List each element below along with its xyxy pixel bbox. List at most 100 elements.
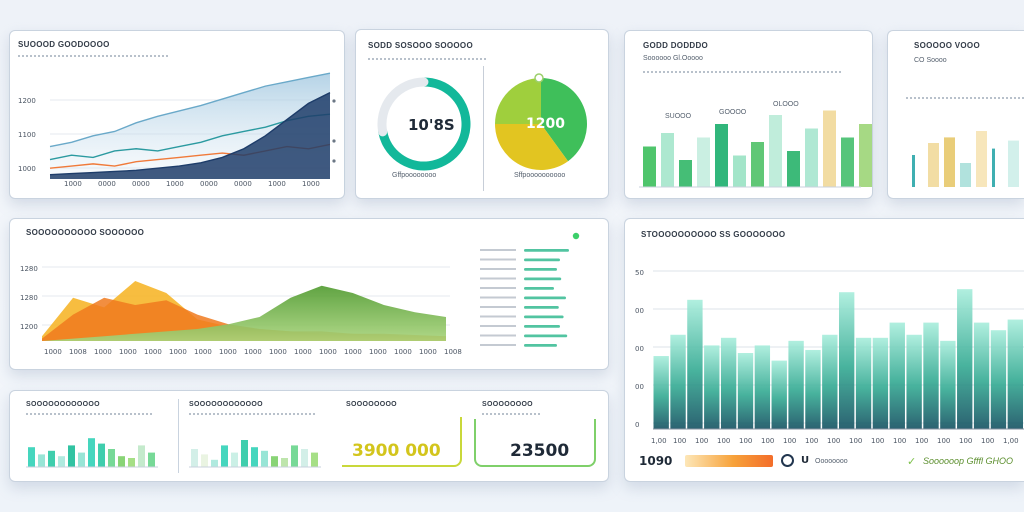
kpi-card-3: SOOOOOOOO 3900 000 bbox=[340, 399, 466, 473]
x-tick-label: 1000 bbox=[419, 348, 437, 356]
bar bbox=[751, 142, 764, 187]
kpi-card-2: SOOOOOOOOOOOO bbox=[178, 399, 331, 473]
pie-top-knob bbox=[534, 73, 544, 83]
pie-slice bbox=[541, 78, 587, 162]
x-tick-label: 100 bbox=[893, 437, 906, 445]
bar bbox=[973, 322, 990, 429]
bar bbox=[643, 146, 656, 187]
kpi-title: SOOOOOOOOOOOO bbox=[26, 401, 100, 408]
panel-divider bbox=[483, 66, 484, 191]
kpi-card-4: SOOOOOOOO 23500 bbox=[474, 399, 600, 473]
bar bbox=[720, 337, 737, 429]
bar bbox=[912, 155, 915, 187]
x-tick-label: 100 bbox=[915, 437, 928, 445]
gauge-chart bbox=[377, 73, 587, 171]
bar bbox=[687, 299, 703, 429]
y-tick-label: 00 bbox=[635, 307, 644, 315]
legend-bar bbox=[524, 268, 557, 271]
x-tick-label: 100 bbox=[783, 437, 796, 445]
footer-icon-text: U bbox=[801, 455, 810, 466]
bar bbox=[976, 131, 987, 187]
kpi-rule bbox=[482, 413, 542, 415]
panel-subtitle-rule bbox=[18, 55, 168, 57]
legend-label-rule bbox=[480, 315, 516, 318]
panel-subtitle: Soooooo Gl.Ooooo bbox=[643, 55, 703, 62]
x-tick-label: 1,00 bbox=[651, 437, 667, 445]
check-icon: ✓ bbox=[907, 455, 917, 468]
bar bbox=[771, 360, 787, 429]
x-tick-label: 1000 bbox=[269, 348, 287, 356]
kpi-value: 23500 bbox=[510, 441, 570, 461]
bar bbox=[754, 345, 771, 429]
bar bbox=[990, 330, 1007, 429]
x-tick-label: 1000 bbox=[219, 348, 237, 356]
panel-subtitle: CO Soooo bbox=[914, 57, 947, 64]
mini-bar bbox=[251, 447, 258, 467]
legend-bar bbox=[524, 325, 560, 328]
series-line-0 bbox=[49, 72, 331, 148]
kpi-1-mini-bars bbox=[26, 438, 158, 468]
y-tick-label: 00 bbox=[635, 345, 644, 353]
legend-label-rule bbox=[480, 287, 516, 289]
green-bars-panel: GODD DODDDO Soooooo Gl.Ooooo SUOOO GOOOO… bbox=[624, 30, 873, 199]
bar bbox=[822, 334, 838, 429]
bar bbox=[928, 143, 939, 187]
mini-bar bbox=[128, 458, 135, 467]
area-trend-chart: 1200 1100 1000 1000 0000 0000 1000 0000 0000 1000… bbox=[18, 72, 336, 188]
x-tick-label: 0000 bbox=[132, 180, 150, 188]
kpi-title: SOOOOOOOO bbox=[346, 401, 397, 408]
legend-bar bbox=[524, 258, 560, 262]
y-tick-label: 1000 bbox=[18, 165, 36, 173]
mini-bar bbox=[88, 438, 95, 467]
bar bbox=[1008, 140, 1019, 187]
x-tick-label: 1,00 bbox=[1003, 437, 1019, 445]
footer-value: 1090 bbox=[639, 454, 673, 468]
bar bbox=[960, 163, 971, 187]
panel-subtitle-rule bbox=[906, 97, 1024, 99]
legend-bar bbox=[524, 334, 568, 338]
x-tick-label: 100 bbox=[673, 437, 686, 445]
pie-value: 1200 bbox=[526, 116, 565, 132]
x-tick-label: 1000 bbox=[244, 348, 262, 356]
x-tick-label: 0000 bbox=[234, 180, 252, 188]
green-bar-chart bbox=[639, 110, 872, 188]
x-tick-label: 1000 bbox=[64, 180, 82, 188]
legend-label-rule bbox=[480, 306, 516, 308]
legend-bar bbox=[524, 287, 554, 290]
x-tick-label: 1000 bbox=[44, 348, 62, 356]
bar bbox=[872, 337, 889, 429]
ring-value: 10'8S bbox=[408, 116, 455, 134]
area-series-3 bbox=[50, 92, 330, 179]
mini-bar bbox=[311, 452, 318, 467]
legend-label-rule bbox=[480, 334, 516, 337]
kpi-title: SOOOOOOOOOOOO bbox=[189, 401, 263, 408]
legend-bar bbox=[524, 344, 557, 347]
clock-icon bbox=[781, 454, 794, 467]
footer-brand: Soooooop Gfffl GHOO bbox=[923, 456, 1014, 466]
x-tick-label: 1008 bbox=[69, 348, 87, 356]
panel-title: SODD SOSOOO SOOOOO bbox=[368, 41, 473, 50]
bar-label-1: SUOOO bbox=[665, 113, 692, 120]
x-tick-label: 1000 bbox=[394, 348, 412, 356]
x-tick-label: 100 bbox=[695, 437, 708, 445]
mini-bar bbox=[148, 452, 155, 467]
x-tick-label: 100 bbox=[717, 437, 730, 445]
mountain-area-panel: SOOOOOOOOOO SOOOOOO 1280 1280 1200 1000 1008… bbox=[9, 218, 609, 370]
kpi-rule bbox=[26, 413, 154, 415]
bar bbox=[855, 337, 872, 429]
x-tick-label: 100 bbox=[981, 437, 994, 445]
kpi-card-1: SOOOOOOOOOOOO bbox=[20, 399, 170, 473]
mini-bar bbox=[108, 449, 115, 467]
mini-bar bbox=[271, 456, 278, 467]
legend-bar bbox=[524, 306, 559, 309]
ring-label: Gffpoooooooo bbox=[392, 172, 437, 179]
area-series-1 bbox=[42, 297, 446, 341]
mini-bar bbox=[138, 445, 145, 467]
legend-label-rule bbox=[480, 249, 516, 251]
legend-label-rule bbox=[480, 277, 516, 280]
bar bbox=[944, 137, 955, 187]
bar bbox=[923, 322, 939, 429]
x-tick-label: 1000 bbox=[268, 180, 286, 188]
ring-segment bbox=[378, 77, 471, 171]
